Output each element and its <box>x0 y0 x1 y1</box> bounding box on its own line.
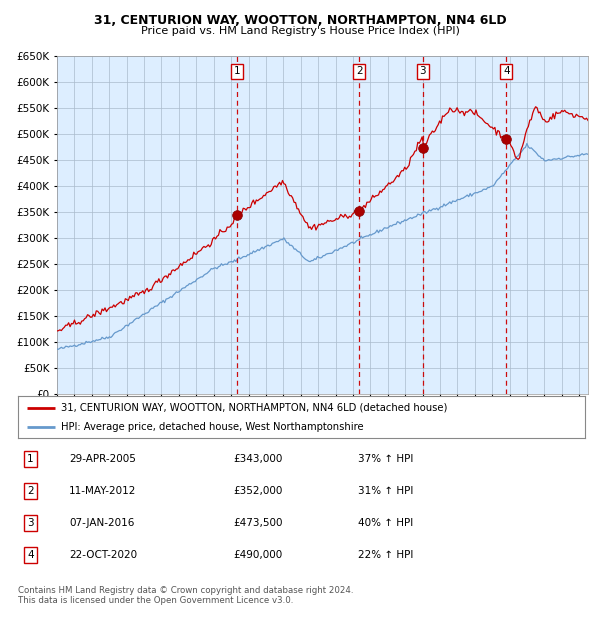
Text: 31, CENTURION WAY, WOOTTON, NORTHAMPTON, NN4 6LD (detached house): 31, CENTURION WAY, WOOTTON, NORTHAMPTON,… <box>61 402 447 412</box>
Text: 3: 3 <box>419 66 426 76</box>
Text: 22-OCT-2020: 22-OCT-2020 <box>69 551 137 560</box>
Text: 4: 4 <box>27 551 34 560</box>
Text: £352,000: £352,000 <box>233 486 283 496</box>
Text: This data is licensed under the Open Government Licence v3.0.: This data is licensed under the Open Gov… <box>18 596 293 606</box>
Text: 11-MAY-2012: 11-MAY-2012 <box>69 486 136 496</box>
Text: 37% ↑ HPI: 37% ↑ HPI <box>358 454 413 464</box>
Text: 07-JAN-2016: 07-JAN-2016 <box>69 518 134 528</box>
Text: 31, CENTURION WAY, WOOTTON, NORTHAMPTON, NN4 6LD: 31, CENTURION WAY, WOOTTON, NORTHAMPTON,… <box>94 14 506 27</box>
Text: 29-APR-2005: 29-APR-2005 <box>69 454 136 464</box>
Text: £490,000: £490,000 <box>233 551 283 560</box>
Text: £343,000: £343,000 <box>233 454 283 464</box>
Text: 1: 1 <box>27 454 34 464</box>
Text: 2: 2 <box>27 486 34 496</box>
Text: 40% ↑ HPI: 40% ↑ HPI <box>358 518 413 528</box>
Text: 2: 2 <box>356 66 363 76</box>
Text: 22% ↑ HPI: 22% ↑ HPI <box>358 551 413 560</box>
Text: Price paid vs. HM Land Registry's House Price Index (HPI): Price paid vs. HM Land Registry's House … <box>140 26 460 36</box>
Text: 3: 3 <box>27 518 34 528</box>
Text: 1: 1 <box>233 66 240 76</box>
Text: Contains HM Land Registry data © Crown copyright and database right 2024.: Contains HM Land Registry data © Crown c… <box>18 586 353 595</box>
Text: £473,500: £473,500 <box>233 518 283 528</box>
Text: 4: 4 <box>503 66 509 76</box>
Text: HPI: Average price, detached house, West Northamptonshire: HPI: Average price, detached house, West… <box>61 422 363 432</box>
Text: 31% ↑ HPI: 31% ↑ HPI <box>358 486 413 496</box>
